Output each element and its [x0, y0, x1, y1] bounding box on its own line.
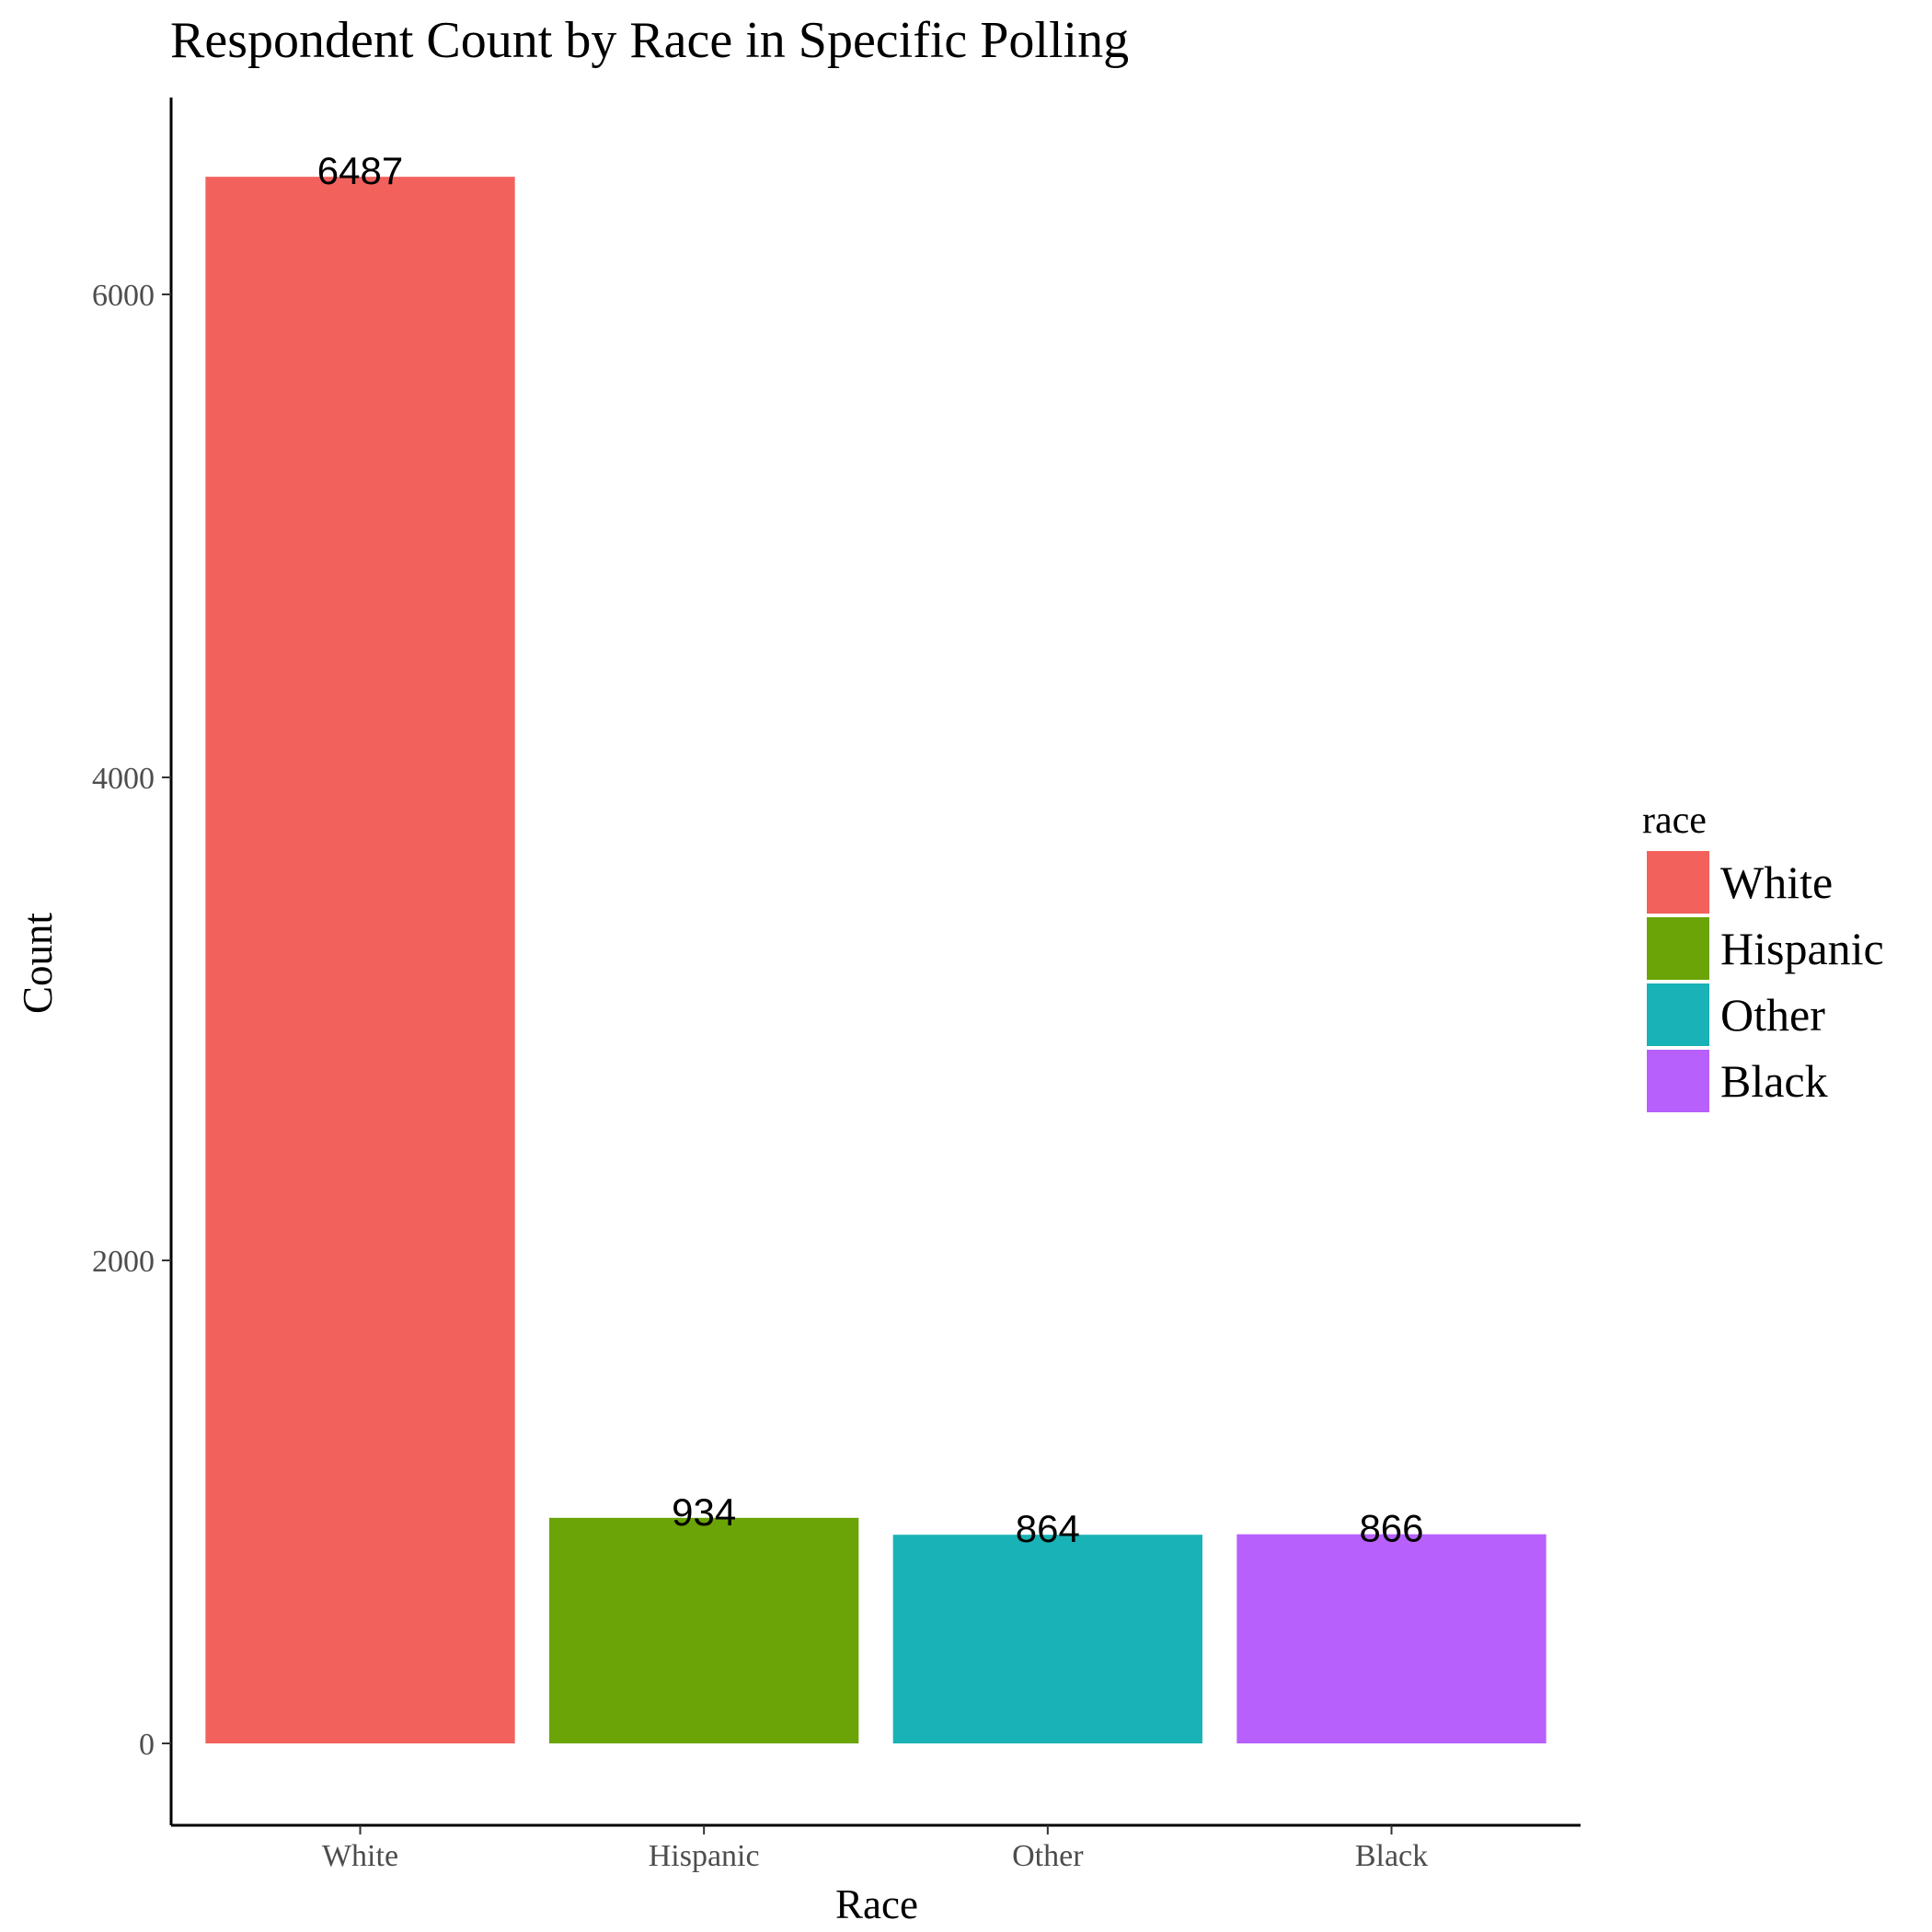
legend-label: Hispanic: [1720, 923, 1884, 974]
y-tick-label: 6000: [92, 279, 155, 313]
chart-title: Respondent Count by Race in Specific Pol…: [170, 12, 1129, 69]
bar-white: [205, 177, 515, 1744]
x-axis-title: Race: [835, 1881, 918, 1927]
legend-key-hispanic: [1647, 917, 1709, 980]
bar-value-label: 866: [1359, 1507, 1423, 1550]
bar-value-label: 934: [672, 1490, 736, 1534]
legend-label: Other: [1720, 989, 1825, 1041]
bar-value-label: 864: [1016, 1507, 1080, 1550]
plot-area: 0 2000 4000 6000 6487 White 934 Hispanic 864 Othe…: [92, 98, 1581, 1873]
y-axis-title: Count: [15, 913, 61, 1015]
bar-other: [892, 1535, 1202, 1743]
legend-key-other: [1647, 983, 1709, 1046]
legend-title: race: [1642, 799, 1707, 842]
legend-key-black: [1647, 1050, 1709, 1112]
y-tick-label: 2000: [92, 1245, 155, 1279]
legend-label: White: [1720, 857, 1833, 908]
legend-label: Black: [1720, 1055, 1828, 1107]
bar-hispanic: [549, 1517, 859, 1743]
x-tick-label: Other: [1012, 1839, 1084, 1873]
bar-value-label: 6487: [317, 149, 403, 192]
x-tick-label: Hispanic: [649, 1839, 760, 1873]
bar-black: [1236, 1534, 1547, 1743]
x-tick-label: Black: [1355, 1839, 1428, 1873]
legend: race White Hispanic Other Black: [1642, 799, 1884, 1112]
legend-key-white: [1647, 851, 1709, 914]
y-tick-label: 0: [139, 1728, 155, 1762]
y-tick-label: 4000: [92, 762, 155, 796]
x-tick-label: White: [322, 1839, 398, 1873]
